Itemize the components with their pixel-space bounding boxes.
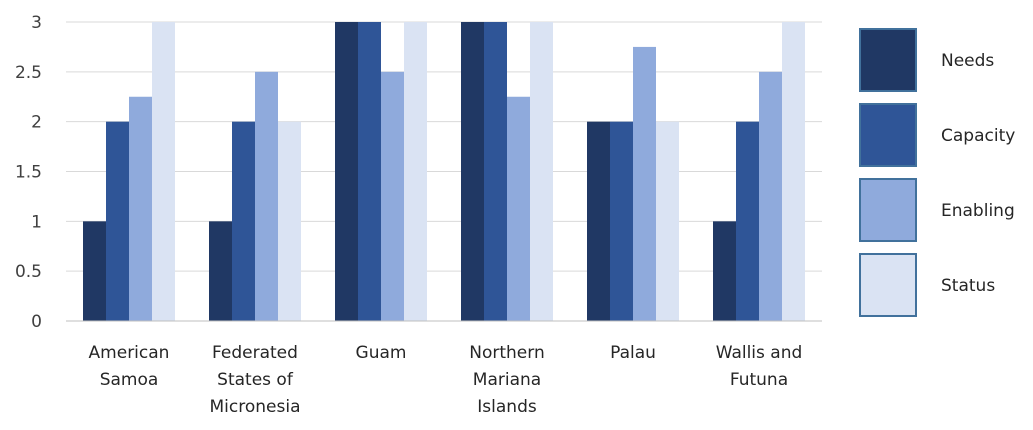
y-tick-label: 1 <box>31 212 42 232</box>
x-axis-categories: American Samoa Federated States of Micronesi… <box>89 343 803 417</box>
y-tick-label: 2.5 <box>15 63 42 83</box>
bar-status <box>152 22 175 321</box>
bar-enabling <box>129 96 152 321</box>
x-category-label-line: States of <box>217 370 294 390</box>
x-category-label-line: Mariana <box>473 370 541 390</box>
bar-needs <box>461 22 484 321</box>
bar-status <box>278 121 301 322</box>
legend-swatch <box>859 28 917 92</box>
x-category-label-line: Palau <box>610 343 656 363</box>
x-category-label-line: Futuna <box>730 370 788 390</box>
y-tick-label: 3 <box>31 13 42 33</box>
bar-needs <box>587 121 610 322</box>
legend-item-needs: Needs <box>859 28 994 92</box>
bar-status <box>404 22 427 321</box>
y-tick-label: 1.5 <box>15 163 42 183</box>
y-tick-label: 0 <box>31 312 42 332</box>
bar-status <box>782 22 805 321</box>
bar-capacity <box>106 121 129 322</box>
bar-enabling <box>507 96 530 321</box>
x-category-label: Palau <box>610 343 656 363</box>
bar-needs <box>713 221 736 321</box>
bar-enabling <box>633 46 656 322</box>
bar-needs <box>209 221 232 321</box>
x-category-label: Wallis and Futuna <box>716 343 803 390</box>
bar-capacity <box>736 121 759 322</box>
bar-status <box>530 22 553 321</box>
legend: Needs Capacity Enabling Status <box>859 28 1015 317</box>
x-category-label-line: Samoa <box>100 370 159 390</box>
legend-item-capacity: Capacity <box>859 103 1015 167</box>
x-category-label-line: Islands <box>477 397 537 417</box>
bar-enabling <box>759 71 782 321</box>
x-category-label: Guam <box>356 343 407 363</box>
legend-label: Status <box>941 276 995 296</box>
bar-capacity <box>610 121 633 322</box>
bar-enabling <box>381 71 404 321</box>
legend-item-enabling: Enabling <box>859 178 1015 242</box>
legend-swatch <box>859 178 917 242</box>
y-axis-ticks: 0 0.5 1 1.5 2 2.5 3 <box>15 13 42 332</box>
x-category-label-line: Northern <box>469 343 544 363</box>
x-category-label-line: Guam <box>356 343 407 363</box>
x-category-label-line: American <box>89 343 170 363</box>
bar-capacity <box>232 121 255 322</box>
bar-enabling <box>255 71 278 321</box>
bars <box>83 22 805 322</box>
y-tick-label: 0.5 <box>15 262 42 282</box>
bar-needs <box>83 221 106 321</box>
legend-item-status: Status <box>859 253 995 317</box>
x-category-label: American Samoa <box>89 343 170 390</box>
x-category-label-line: Micronesia <box>210 397 301 417</box>
legend-swatch <box>859 253 917 317</box>
gridlines <box>66 21 822 272</box>
legend-label: Capacity <box>941 126 1015 146</box>
bar-status <box>656 121 679 322</box>
legend-label: Enabling <box>941 201 1015 221</box>
x-category-label-line: Federated <box>212 343 298 363</box>
x-category-label: Federated States of Micronesia <box>210 343 301 417</box>
bar-needs <box>335 22 358 321</box>
bar-capacity <box>484 22 507 321</box>
x-category-label: Northern Mariana Islands <box>469 343 544 417</box>
legend-swatch <box>859 103 917 167</box>
bar-capacity <box>358 22 381 321</box>
y-tick-label: 2 <box>31 113 42 133</box>
legend-label: Needs <box>941 51 994 71</box>
x-category-label-line: Wallis and <box>716 343 803 363</box>
